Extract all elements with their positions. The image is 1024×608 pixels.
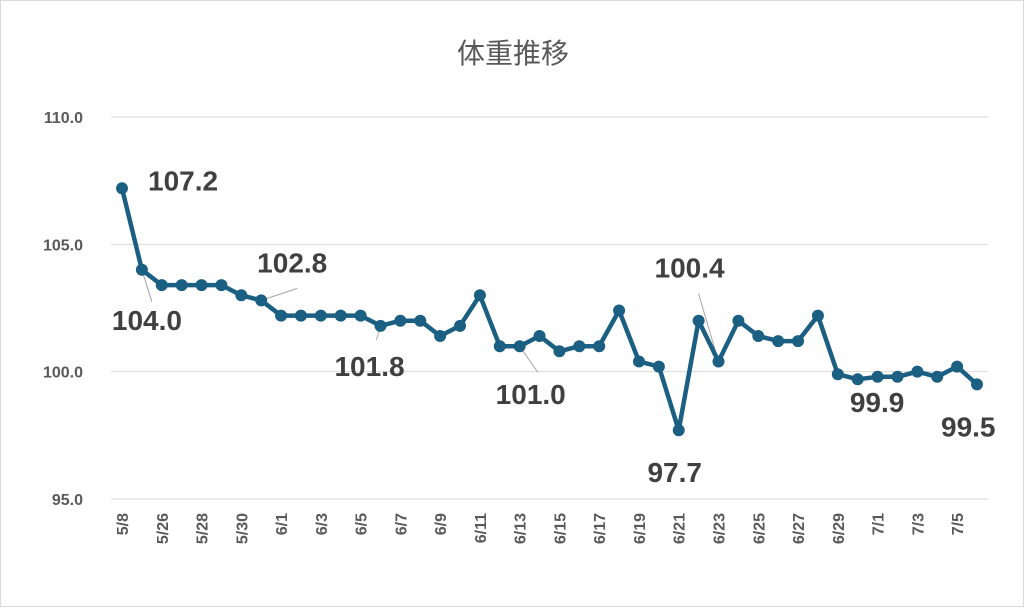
x-tick-label: 5/26 <box>155 513 172 544</box>
x-tick-label: 6/21 <box>672 513 689 544</box>
data-label-leader-lines <box>141 269 719 373</box>
data-point <box>712 355 725 368</box>
data-label: 104.0 <box>112 305 182 336</box>
data-point <box>195 279 208 292</box>
data-label: 99.9 <box>850 387 905 418</box>
y-tick-label: 105.0 <box>43 237 83 254</box>
data-point <box>116 182 128 195</box>
data-label: 99.5 <box>941 411 996 442</box>
x-tick-label: 7/3 <box>910 513 927 535</box>
data-point <box>573 340 586 353</box>
data-point <box>454 319 467 332</box>
data-point <box>553 345 566 358</box>
x-tick-label: 6/3 <box>314 513 331 535</box>
y-tick-label: 95.0 <box>52 492 83 509</box>
data-point <box>792 335 805 348</box>
data-point <box>613 304 626 317</box>
data-point <box>632 355 645 368</box>
data-point <box>672 424 685 437</box>
data-point <box>931 370 944 383</box>
data-point <box>692 314 705 327</box>
gridlines <box>111 116 988 500</box>
data-point <box>374 319 387 332</box>
x-tick-label: 6/1 <box>274 513 291 535</box>
x-tick-label: 6/17 <box>592 513 609 544</box>
x-tick-label: 6/27 <box>791 513 808 544</box>
data-point <box>175 279 188 292</box>
data-point <box>732 314 745 327</box>
data-point <box>851 373 864 386</box>
data-point <box>135 263 148 276</box>
data-label: 101.0 <box>496 379 566 410</box>
x-tick-label: 6/7 <box>393 513 410 535</box>
data-point-markers <box>116 182 983 437</box>
x-tick-label: 6/13 <box>513 513 530 544</box>
y-axis-tick-labels: 95.0 100.0 105.0 110.0 <box>43 110 83 509</box>
data-point <box>891 370 904 383</box>
data-point <box>215 279 228 292</box>
data-point <box>652 360 665 373</box>
data-point <box>772 335 785 348</box>
data-point <box>414 314 427 327</box>
data-point <box>294 309 307 322</box>
data-point <box>334 309 347 322</box>
chart-title: 体重推移 <box>457 37 569 70</box>
data-point <box>811 309 824 322</box>
x-tick-label: 7/5 <box>950 513 967 535</box>
x-axis-tick-labels: 5/8 5/26 5/28 5/30 6/1 6/3 6/5 6/7 6/9 6/11 6/13 6/… <box>115 513 967 544</box>
data-label: 100.4 <box>655 252 725 283</box>
data-point <box>951 360 964 373</box>
data-point <box>473 289 486 302</box>
x-tick-label: 6/11 <box>473 513 490 543</box>
x-tick-label: 6/5 <box>354 513 371 535</box>
leader-line <box>261 287 298 301</box>
data-point <box>871 370 884 383</box>
x-tick-label: 6/19 <box>632 513 649 544</box>
data-point <box>434 330 447 343</box>
data-point <box>275 309 288 322</box>
y-tick-label: 110.0 <box>44 110 83 127</box>
data-point <box>593 340 606 353</box>
data-point <box>155 279 168 292</box>
data-label: 101.8 <box>334 351 404 382</box>
data-point <box>314 309 327 322</box>
data-point <box>354 309 367 322</box>
data-point <box>831 368 844 381</box>
data-point <box>255 294 268 307</box>
data-point <box>533 330 546 343</box>
x-tick-label: 6/15 <box>552 513 569 544</box>
x-tick-label: 6/25 <box>751 513 768 544</box>
y-tick-label: 100.0 <box>43 365 83 382</box>
data-point <box>394 314 407 327</box>
data-point <box>752 330 765 343</box>
x-tick-label: 5/28 <box>195 513 212 544</box>
x-tick-label: 6/23 <box>712 513 729 544</box>
data-labels: 107.2 104.0 102.8 101.8 101.0 97.7 100.4 99.9 99… <box>112 165 996 488</box>
data-point <box>911 365 924 378</box>
data-point <box>513 340 526 353</box>
data-label: 97.7 <box>647 457 702 488</box>
data-point <box>971 378 983 391</box>
x-tick-label: 6/9 <box>433 513 450 535</box>
x-tick-label: 7/1 <box>871 513 888 535</box>
x-tick-label: 5/30 <box>234 513 251 544</box>
data-label: 102.8 <box>257 247 327 278</box>
x-tick-label: 6/29 <box>831 513 848 544</box>
data-label: 107.2 <box>148 165 218 196</box>
data-point <box>493 340 506 353</box>
x-tick-label: 5/8 <box>115 513 132 535</box>
data-point <box>235 289 248 302</box>
